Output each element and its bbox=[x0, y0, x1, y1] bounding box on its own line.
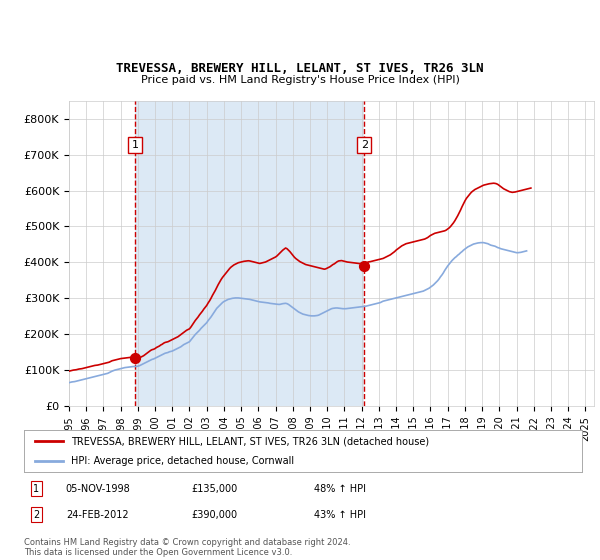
Text: TREVESSA, BREWERY HILL, LELANT, ST IVES, TR26 3LN (detached house): TREVESSA, BREWERY HILL, LELANT, ST IVES,… bbox=[71, 436, 430, 446]
Text: Price paid vs. HM Land Registry's House Price Index (HPI): Price paid vs. HM Land Registry's House … bbox=[140, 75, 460, 85]
Bar bbox=[135, 101, 364, 406]
Text: 2: 2 bbox=[33, 510, 40, 520]
Text: 48% ↑ HPI: 48% ↑ HPI bbox=[314, 484, 366, 494]
Text: TREVESSA, BREWERY HILL, LELANT, ST IVES, TR26 3LN: TREVESSA, BREWERY HILL, LELANT, ST IVES,… bbox=[116, 62, 484, 75]
Text: 05-NOV-1998: 05-NOV-1998 bbox=[66, 484, 131, 494]
Text: 1: 1 bbox=[132, 140, 139, 150]
Text: 43% ↑ HPI: 43% ↑ HPI bbox=[314, 510, 366, 520]
Text: 1: 1 bbox=[33, 484, 40, 494]
Text: HPI: Average price, detached house, Cornwall: HPI: Average price, detached house, Corn… bbox=[71, 456, 295, 466]
Text: £390,000: £390,000 bbox=[191, 510, 238, 520]
Point bbox=[359, 262, 369, 270]
Text: £135,000: £135,000 bbox=[191, 484, 238, 494]
Text: 2: 2 bbox=[361, 140, 368, 150]
Text: 24-FEB-2012: 24-FEB-2012 bbox=[66, 510, 128, 520]
Text: Contains HM Land Registry data © Crown copyright and database right 2024.
This d: Contains HM Land Registry data © Crown c… bbox=[24, 538, 350, 557]
Point bbox=[130, 353, 140, 362]
